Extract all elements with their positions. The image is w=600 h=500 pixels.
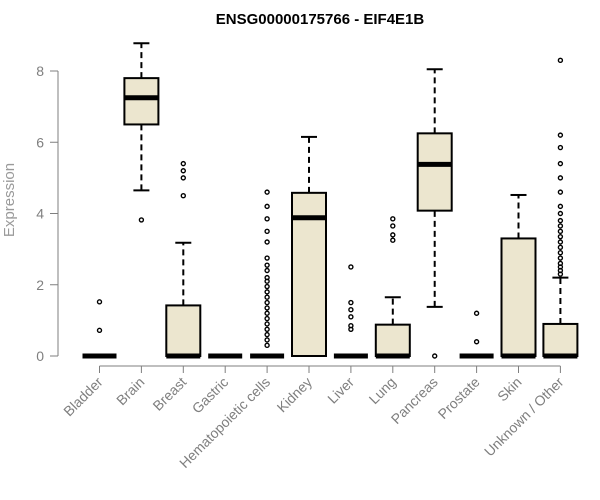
- outlier-point: [264, 299, 270, 306]
- outlier-point: [473, 339, 480, 345]
- outlier-point: [96, 299, 103, 305]
- outlier-point: [557, 249, 564, 256]
- outlier-point: [390, 223, 396, 229]
- outlier-point: [348, 306, 354, 313]
- outlier-point: [557, 223, 564, 229]
- outlier-point: [264, 274, 270, 281]
- outlier-point: [557, 210, 564, 217]
- outlier-point: [557, 175, 564, 181]
- outlier-point: [348, 314, 354, 320]
- box-lung: [374, 216, 411, 359]
- x-tick-label: Breast: [149, 374, 189, 414]
- outlier-point: [264, 203, 270, 210]
- outlier-point: [264, 239, 270, 245]
- boxes-group: [82, 42, 579, 359]
- outlier-point: [348, 323, 354, 329]
- outlier-point: [264, 283, 270, 290]
- outlier-point: [180, 192, 187, 199]
- iqr-box: [123, 77, 160, 126]
- outlier-point: [432, 353, 438, 359]
- outlier-point: [557, 239, 564, 245]
- y-axis: 0 2 4 6 8: [36, 63, 59, 364]
- outlier-point: [348, 299, 354, 306]
- outlier-point: [348, 264, 354, 270]
- y-tick-label: 6: [36, 134, 44, 150]
- outlier-point: [264, 337, 270, 343]
- outlier-point: [557, 217, 564, 224]
- box-brain: [123, 42, 160, 223]
- outlier-point: [264, 262, 270, 268]
- outlier-point: [264, 267, 270, 274]
- chart-title: ENSG00000175766 - EIF4E1B: [216, 11, 425, 28]
- outlier-point: [264, 216, 270, 222]
- outlier-point: [264, 289, 270, 295]
- outlier-point: [180, 160, 187, 167]
- x-tick-label: Kidney: [274, 374, 316, 416]
- outlier-point: [557, 228, 564, 235]
- outlier-point: [264, 331, 270, 338]
- box-kidney: [291, 135, 327, 357]
- iqr-box: [416, 132, 453, 212]
- outlier-point: [557, 203, 564, 210]
- y-tick-label: 0: [36, 348, 44, 364]
- outlier-point: [264, 315, 270, 322]
- outlier-point: [138, 217, 145, 223]
- outlier-point: [557, 255, 564, 261]
- x-tick-label: Liver: [324, 374, 357, 407]
- outlier-point: [180, 168, 187, 174]
- iqr-box: [374, 323, 411, 357]
- y-tick-label: 2: [36, 277, 44, 293]
- x-tick-label: Unknown / Other: [481, 374, 567, 460]
- y-tick-label: 8: [36, 63, 44, 79]
- outlier-point: [264, 294, 270, 300]
- outlier-point: [264, 321, 270, 327]
- x-tick-label: Lung: [366, 374, 399, 407]
- box-hematopoietic-cells: [250, 189, 285, 359]
- outlier-point: [96, 327, 103, 334]
- outlier-point: [264, 305, 270, 311]
- outlier-point: [390, 216, 396, 222]
- box-pancreas: [416, 68, 453, 359]
- box-bladder: [82, 299, 117, 359]
- outlier-point: [557, 57, 564, 64]
- box-liver: [333, 264, 368, 359]
- outlier-point: [264, 189, 270, 195]
- box-prostate: [459, 310, 494, 359]
- outlier-point: [557, 233, 564, 240]
- iqr-box: [500, 237, 537, 357]
- outlier-point: [557, 189, 564, 195]
- x-tick-label: Bladder: [60, 374, 106, 420]
- outlier-point: [557, 160, 564, 167]
- x-tick-label: Prostate: [435, 374, 483, 422]
- outlier-point: [264, 326, 270, 332]
- box-breast: [165, 160, 202, 359]
- y-axis-label: Expression: [1, 163, 18, 237]
- x-tick-label: Skin: [494, 374, 525, 405]
- iqr-box: [165, 304, 202, 358]
- outlier-point: [557, 132, 564, 138]
- iqr-box: [542, 322, 579, 357]
- x-tick-label: Pancreas: [388, 374, 441, 427]
- outlier-point: [473, 310, 480, 316]
- outlier-point: [264, 342, 270, 349]
- outlier-point: [264, 228, 270, 235]
- outlier-point: [264, 310, 270, 316]
- y-tick-label: 4: [36, 206, 44, 222]
- box-skin: [500, 193, 537, 359]
- outlier-point: [557, 144, 564, 151]
- outlier-point: [390, 237, 396, 243]
- x-tick-label: Brain: [113, 374, 147, 408]
- outlier-point: [390, 232, 396, 238]
- box-unknown-other: [542, 57, 579, 359]
- outlier-point: [557, 244, 564, 251]
- outlier-point: [557, 260, 564, 267]
- outlier-point: [180, 175, 187, 181]
- outlier-point: [264, 255, 270, 261]
